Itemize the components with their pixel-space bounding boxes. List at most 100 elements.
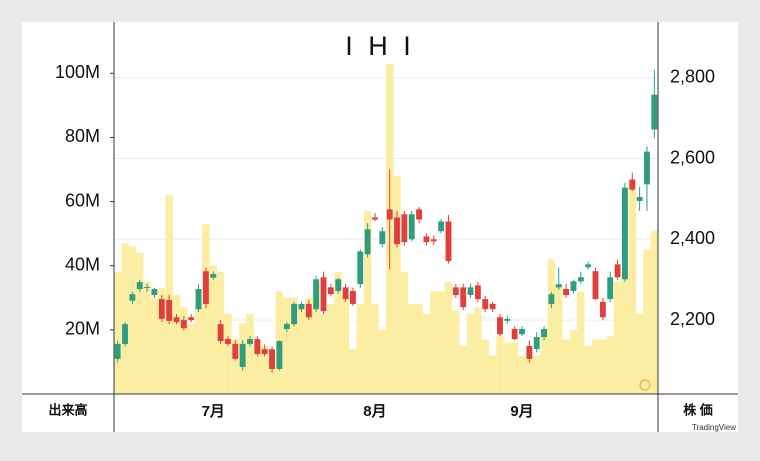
y-tick-label: 40M	[65, 254, 100, 274]
candle-body	[232, 343, 239, 359]
volume-bar	[562, 339, 570, 394]
volume-bar	[466, 313, 475, 394]
candle-body	[445, 221, 452, 262]
candle-body	[607, 277, 614, 300]
candle-body	[599, 301, 606, 318]
candle-body	[614, 264, 621, 278]
candle-body	[423, 236, 430, 243]
candle-body	[570, 281, 577, 292]
candle-body	[114, 343, 121, 359]
candle-body	[239, 343, 246, 367]
candle-body	[151, 288, 158, 296]
candle-layer	[114, 69, 658, 373]
candle-body	[349, 291, 356, 304]
y-axis-caption: 出来高	[48, 402, 87, 417]
volume-bar	[577, 291, 585, 394]
candle-body	[173, 317, 180, 323]
volume-bar	[474, 307, 482, 394]
candle-body	[416, 209, 423, 220]
candle-body	[305, 303, 312, 318]
volume-bar	[363, 211, 372, 394]
candle-body	[225, 339, 231, 344]
candle-body	[180, 320, 187, 329]
candle-body	[430, 239, 437, 242]
candle-body	[460, 287, 467, 308]
candle-body	[364, 229, 371, 255]
volume-bar	[327, 304, 335, 394]
volume-bar	[510, 342, 519, 394]
candle-body	[357, 251, 364, 285]
candle-body	[636, 196, 643, 201]
candle-body	[394, 217, 400, 245]
volume-bar	[261, 345, 269, 394]
volume-bar	[172, 294, 181, 394]
candle-body	[651, 94, 658, 130]
volume-bar	[194, 304, 203, 394]
volume-bar	[334, 272, 342, 394]
candle-body	[563, 288, 570, 296]
volume-bar	[488, 355, 497, 394]
candle-body	[372, 217, 378, 220]
volume-bar	[415, 304, 423, 394]
candle-body	[298, 303, 305, 310]
volume-bar	[496, 336, 504, 394]
volume-bar	[319, 313, 328, 394]
candle-body	[585, 264, 592, 268]
volume-bar	[613, 281, 622, 394]
watermark: TradingView	[692, 423, 736, 432]
volume-bar	[297, 304, 306, 394]
volume-bar	[400, 272, 409, 394]
volume-bar	[599, 339, 607, 394]
x-tick-label: 8月	[363, 403, 386, 420]
x-tick-label: 9月	[510, 403, 533, 420]
y-tick-label: 60M	[65, 190, 100, 210]
volume-bar	[643, 249, 651, 394]
y-tick-label: 100M	[55, 62, 100, 82]
candle-body	[291, 303, 298, 325]
volume-bar	[121, 243, 129, 394]
volume-bar	[165, 195, 173, 394]
source-icon	[639, 379, 651, 391]
volume-bar	[621, 272, 629, 394]
candle-body	[629, 179, 636, 190]
volume-bar	[224, 313, 232, 394]
candle-body	[644, 151, 650, 185]
volume-bar	[143, 281, 151, 394]
y-tick-label: 20M	[65, 319, 100, 339]
candle-body	[247, 339, 253, 344]
candle-body	[166, 299, 173, 321]
volume-bar	[628, 182, 636, 394]
candle-body	[327, 287, 334, 295]
volume-bar	[635, 313, 644, 394]
volume-bar	[408, 304, 416, 394]
volume-layer	[114, 63, 658, 394]
candle-body	[195, 288, 202, 310]
candle-body	[438, 221, 445, 232]
candle-body	[342, 287, 349, 300]
y2-tick-label: 2,200	[670, 309, 715, 329]
volume-bar	[209, 265, 217, 394]
candle-body	[313, 279, 320, 310]
volume-bar	[591, 339, 600, 394]
volume-bar	[371, 304, 379, 394]
y2-tick-label: 2,800	[670, 66, 715, 86]
volume-bar	[547, 259, 556, 394]
volume-bar	[606, 336, 614, 394]
volume-bar	[136, 252, 144, 394]
candle-body	[526, 345, 533, 359]
volume-bar	[253, 339, 262, 394]
volume-bar	[650, 230, 658, 394]
volume-bar	[503, 342, 511, 394]
candle-body	[621, 187, 628, 280]
y2-axis-caption: 株 価	[683, 402, 713, 417]
volume-bar	[231, 339, 239, 394]
candle-body	[283, 324, 290, 329]
candle-body	[129, 294, 136, 301]
volume-bar	[422, 313, 431, 394]
volume-bar	[452, 310, 460, 394]
volume-bar	[290, 297, 298, 394]
volume-bar	[569, 329, 578, 394]
candle-body	[504, 318, 511, 321]
